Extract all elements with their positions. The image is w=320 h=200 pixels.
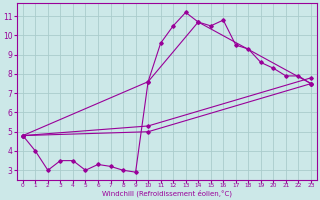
X-axis label: Windchill (Refroidissement éolien,°C): Windchill (Refroidissement éolien,°C) bbox=[102, 190, 232, 197]
